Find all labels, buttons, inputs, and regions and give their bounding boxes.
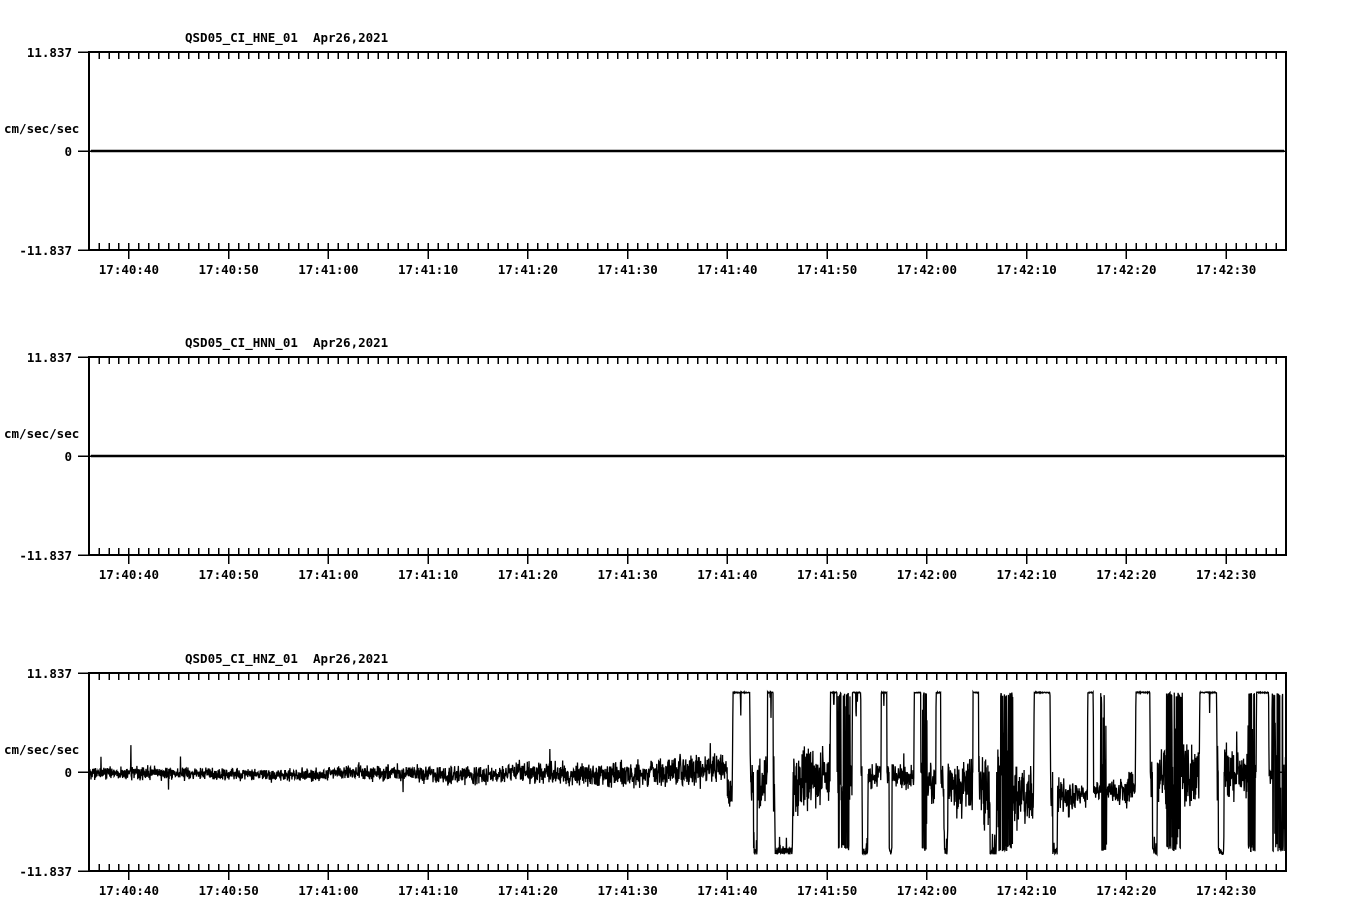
y-units-label-hnz: cm/sec/sec	[4, 742, 80, 757]
x-axis-tick-label: 17:40:40	[98, 567, 159, 582]
plot-area-hnn	[78, 356, 1287, 564]
panel-hnn: QSD05_CI_HNN_01 Apr26,2021 11.837 cm/sec…	[0, 305, 1358, 605]
trace-label-hnz: QSD05_CI_HNZ_01	[185, 651, 298, 666]
x-axis-tick-label: 17:42:00	[896, 883, 957, 898]
plot-area-hnz	[78, 672, 1287, 880]
x-axis-tick-label: 17:42:00	[896, 567, 957, 582]
x-axis-tick-label: 17:41:20	[497, 262, 558, 277]
x-axis-tick-label: 17:40:50	[198, 883, 259, 898]
x-axis-tick-label: 17:41:00	[298, 567, 359, 582]
trace-title-hnn: QSD05_CI_HNN_01 Apr26,2021	[185, 335, 388, 350]
waveform-trace	[88, 689, 1287, 857]
panel-hne: QSD05_CI_HNE_01 Apr26,2021 11.837 cm/sec…	[0, 0, 1358, 300]
x-axis-tick-label: 17:41:20	[497, 567, 558, 582]
panel-hnz: QSD05_CI_HNZ_01 Apr26,2021 11.837 cm/sec…	[0, 609, 1358, 924]
trace-label-hne: QSD05_CI_HNE_01	[185, 30, 298, 45]
x-axis-tick-label: 17:41:50	[797, 262, 858, 277]
x-axis-tick-label: 17:42:30	[1196, 262, 1257, 277]
x-axis-tick-label: 17:40:40	[98, 883, 159, 898]
y-zero-label-hnz: 0	[64, 765, 72, 780]
y-zero-label-hne: 0	[64, 144, 72, 159]
axis-ticks	[78, 51, 1287, 259]
x-axis-tick-label: 17:42:20	[1096, 567, 1157, 582]
axis-ticks	[78, 356, 1287, 564]
trace-title-hne: QSD05_CI_HNE_01 Apr26,2021	[185, 30, 388, 45]
x-axis-tick-label: 17:41:00	[298, 883, 359, 898]
y-zero-label-hnn: 0	[64, 449, 72, 464]
trace-date-hnn: Apr26,2021	[312, 335, 389, 350]
x-axis-tick-label: 17:42:30	[1196, 883, 1257, 898]
x-axis-tick-label: 17:42:10	[996, 262, 1057, 277]
x-axis-tick-label: 17:41:30	[597, 262, 658, 277]
trace-date-hnz: Apr26,2021	[312, 651, 389, 666]
plot-area-hne	[78, 51, 1287, 259]
trace-title-hnz: QSD05_CI_HNZ_01 Apr26,2021	[185, 651, 388, 666]
y-max-label-hnz: 11.837	[26, 666, 72, 681]
x-axis-tick-label: 17:42:20	[1096, 262, 1157, 277]
x-axis-tick-label: 17:41:40	[697, 262, 758, 277]
x-axis-tick-label: 17:41:10	[398, 883, 459, 898]
y-min-label-hnn: -11.837	[19, 548, 72, 563]
x-axis-tick-label: 17:41:30	[597, 883, 658, 898]
x-axis-tick-label: 17:41:00	[298, 262, 359, 277]
y-min-label-hnz: -11.837	[19, 864, 72, 879]
trace-label-hnn: QSD05_CI_HNN_01	[185, 335, 298, 350]
x-axis-tick-label: 17:40:40	[98, 262, 159, 277]
x-axis-tick-label: 17:41:40	[697, 567, 758, 582]
x-axis-tick-label: 17:42:10	[996, 883, 1057, 898]
x-axis-tick-label: 17:40:50	[198, 262, 259, 277]
x-axis-tick-label: 17:41:40	[697, 883, 758, 898]
x-axis-tick-label: 17:41:30	[597, 567, 658, 582]
y-min-label-hne: -11.837	[19, 243, 72, 258]
y-max-label-hnn: 11.837	[26, 350, 72, 365]
x-axis-tick-label: 17:41:10	[398, 262, 459, 277]
trace-date-hne: Apr26,2021	[312, 30, 389, 45]
y-units-label-hne: cm/sec/sec	[4, 121, 80, 136]
x-axis-tick-label: 17:42:00	[896, 262, 957, 277]
x-axis-tick-label: 17:41:10	[398, 567, 459, 582]
x-axis-tick-label: 17:42:10	[996, 567, 1057, 582]
x-axis-tick-label: 17:41:20	[497, 883, 558, 898]
x-axis-tick-label: 17:41:50	[797, 567, 858, 582]
x-axis-tick-label: 17:42:30	[1196, 567, 1257, 582]
x-axis-tick-label: 17:40:50	[198, 567, 259, 582]
axis-ticks	[78, 672, 1287, 880]
x-axis-tick-label: 17:41:50	[797, 883, 858, 898]
y-units-label-hnn: cm/sec/sec	[4, 426, 80, 441]
y-max-label-hne: 11.837	[26, 45, 72, 60]
x-axis-tick-label: 17:42:20	[1096, 883, 1157, 898]
